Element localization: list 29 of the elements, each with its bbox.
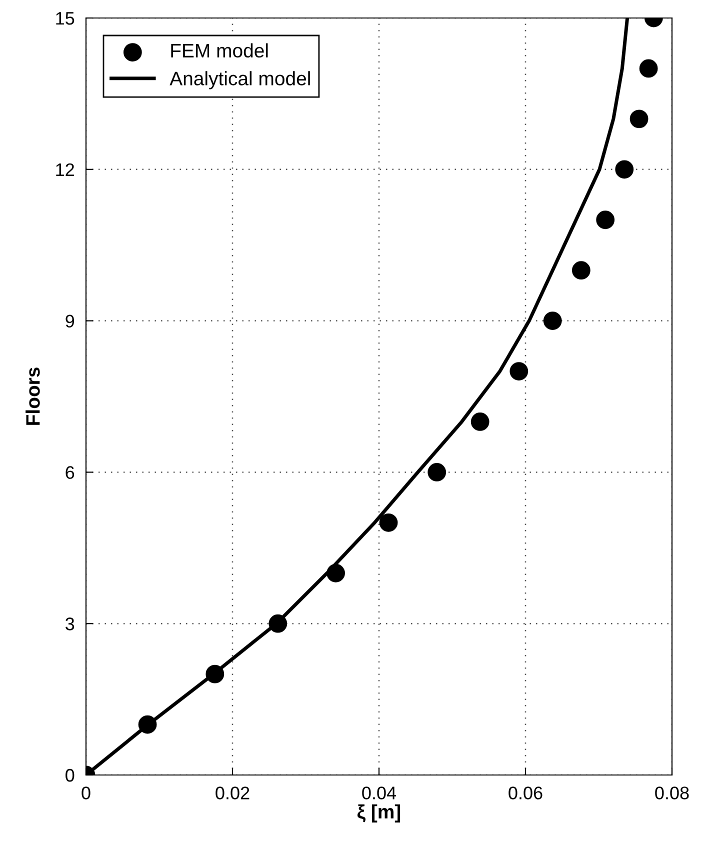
x-tick-label: 0.04 [362,786,396,800]
y-tick-label: 12 [56,163,74,176]
point [572,261,590,280]
point [639,59,658,78]
point [630,110,648,128]
point [206,664,224,684]
y-tick-label: 0 [66,768,74,782]
legend-label: Analytical model [170,71,310,90]
point [615,160,634,179]
x-tick-label: 0.08 [655,786,689,800]
legend-label: FEM model [171,43,268,58]
point [379,513,398,532]
x-tick-label: 0.02 [216,786,250,800]
point [510,362,528,380]
y-tick-label: 15 [56,12,74,25]
point [326,564,345,582]
x-axis-title: ξ [m] [357,804,400,822]
x-tick-label: 0 [82,786,90,800]
point [596,210,615,230]
point [470,412,490,431]
point [268,614,288,633]
point [138,715,157,734]
y-tick-label: 6 [66,466,74,479]
y-axis-title: Floors [26,368,40,425]
point [428,463,446,482]
y-tick-label: 9 [66,314,74,328]
x-tick-label: 0.06 [508,786,542,800]
point [543,312,562,330]
y-tick-label: 3 [66,618,74,630]
